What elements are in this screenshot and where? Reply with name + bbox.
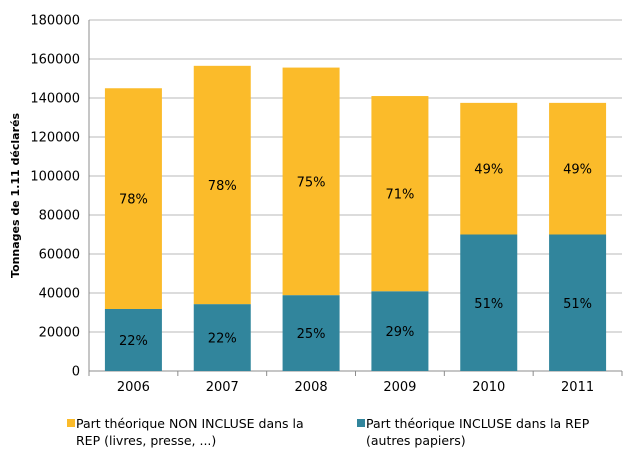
bar-segment: [104, 88, 162, 309]
y-tick-label: 100000: [30, 170, 80, 185]
x-tick-label: 2009: [383, 380, 416, 395]
bar-segment: [371, 291, 429, 371]
data-label: 78%: [208, 179, 237, 194]
bar-segment: [549, 102, 607, 235]
data-label: 78%: [119, 193, 148, 208]
y-tick-label: 0: [72, 365, 80, 380]
bar-segment: [193, 65, 251, 305]
bar-segment: [460, 234, 518, 371]
y-tick-label: 180000: [30, 14, 80, 29]
legend-label: (autres papiers): [366, 433, 466, 448]
y-tick-label: 160000: [30, 53, 80, 68]
bar-segment: [282, 295, 340, 371]
y-tick-label: 60000: [39, 248, 80, 263]
x-tick-label: 2008: [295, 380, 328, 395]
x-tick-label: 2010: [472, 380, 505, 395]
legend-label: Part théorique NON INCLUSE dans la: [76, 416, 304, 431]
legend-item: Part théorique INCLUSE dans la REP (autre…: [357, 416, 590, 448]
data-label: 51%: [474, 297, 503, 312]
legend-swatch: [67, 419, 75, 427]
legend-swatch: [357, 419, 365, 427]
data-label: 49%: [563, 163, 592, 178]
data-label: 49%: [474, 163, 503, 178]
y-tick-label: 40000: [39, 287, 80, 302]
y-tick-label: 80000: [39, 209, 80, 224]
bar-segment: [282, 67, 340, 296]
bar-segment: [460, 102, 518, 235]
bar-segment: [193, 304, 251, 371]
legend-item: Part théorique NON INCLUSE dans la REP (l…: [67, 416, 304, 448]
x-tick-label: 2011: [561, 380, 594, 395]
legend-label: Part théorique INCLUSE dans la REP: [366, 416, 590, 431]
bar-segment: [549, 234, 607, 371]
data-label: 22%: [119, 334, 148, 349]
data-label: 25%: [297, 327, 326, 342]
data-label: 51%: [563, 297, 592, 312]
data-label: 71%: [385, 188, 414, 203]
bar-segment: [371, 96, 429, 292]
y-tick-label: 120000: [30, 131, 80, 146]
x-tick-label: 2006: [117, 380, 150, 395]
data-label: 29%: [385, 325, 414, 340]
y-tick-label: 20000: [39, 326, 80, 341]
data-label: 75%: [297, 175, 326, 190]
y-axis-title: Tonnages de 1.11 déclarés: [9, 113, 22, 278]
legend-label: REP (livres, presse, ...): [76, 433, 216, 448]
y-tick-label: 140000: [30, 92, 80, 107]
bar-segment: [104, 308, 162, 371]
data-label: 22%: [208, 332, 237, 347]
x-tick-label: 2007: [206, 380, 239, 395]
